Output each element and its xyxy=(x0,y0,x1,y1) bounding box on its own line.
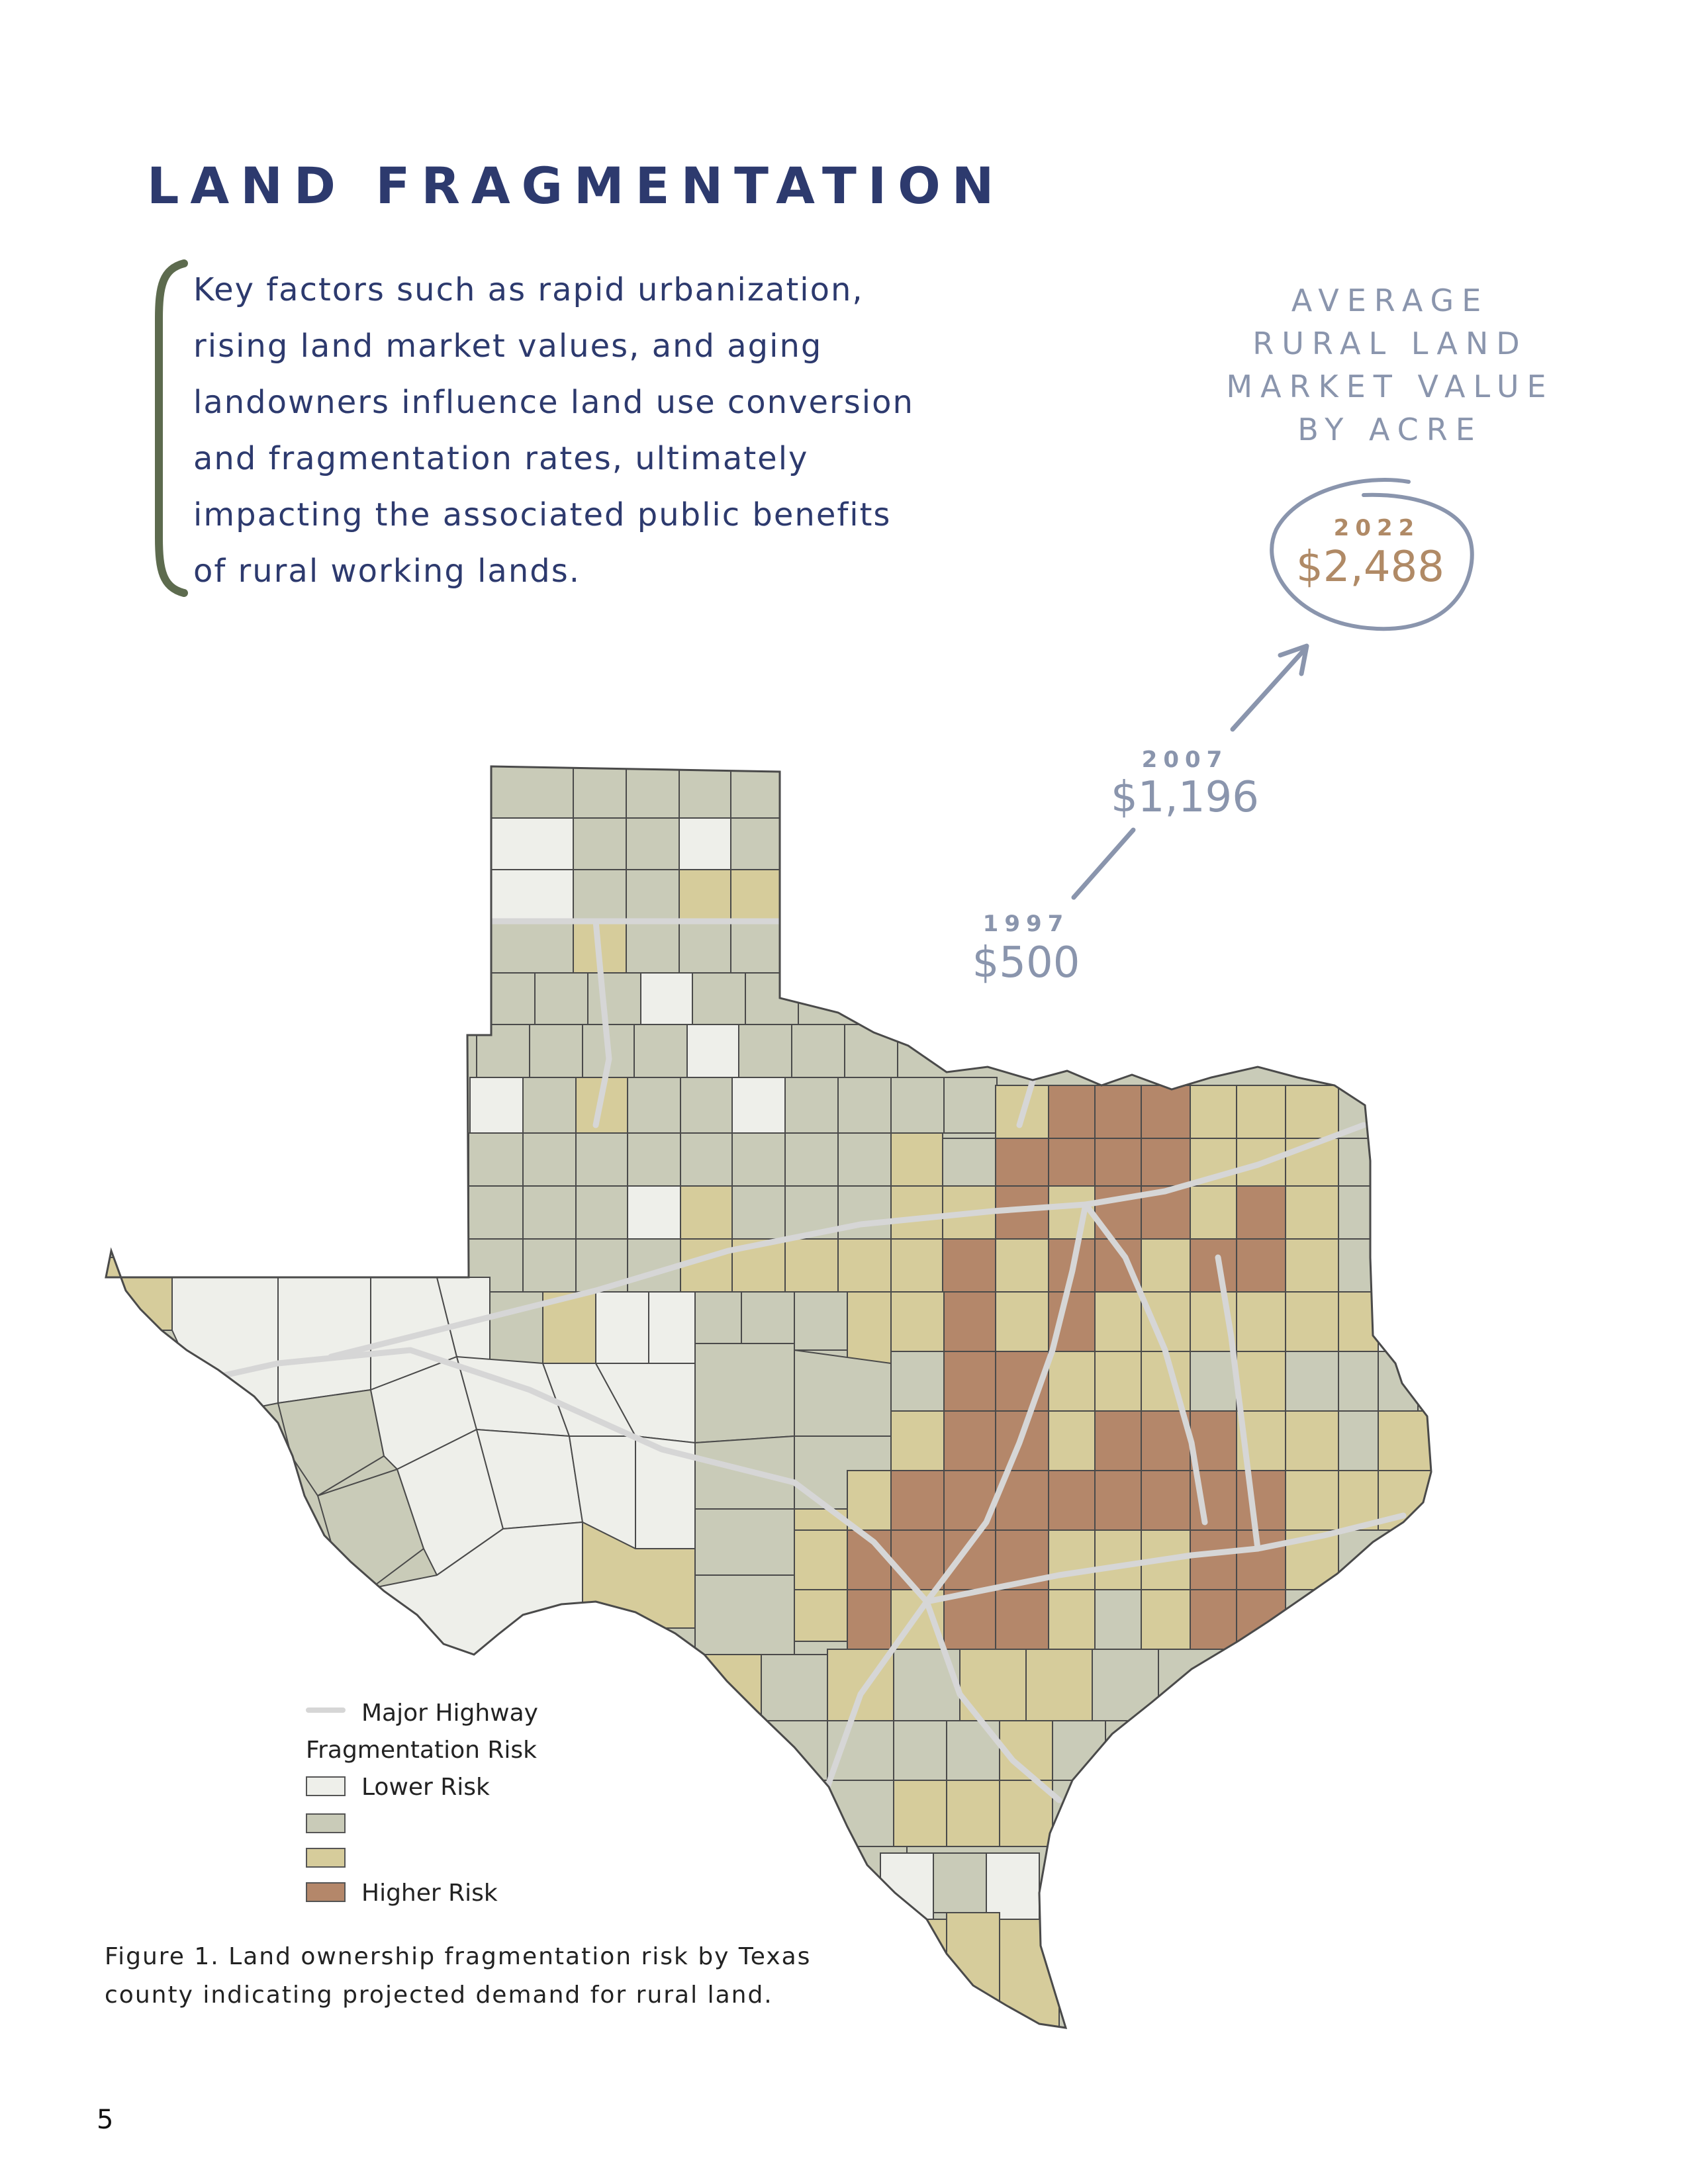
page-number: 5 xyxy=(97,2105,114,2135)
stat-heading-line: RURAL LAND xyxy=(1252,326,1528,361)
legend-item-label: Higher Risk xyxy=(361,1880,498,1907)
legend-item-label: Lower Risk xyxy=(361,1774,490,1801)
caption-line: county indicating projected demand for r… xyxy=(105,1981,773,2009)
legend-heading: Fragmentation Risk xyxy=(306,1737,538,1764)
intro-bracket-decoration xyxy=(155,259,188,597)
legend-highway-label: Major Highway xyxy=(361,1700,538,1727)
page-title: LAND FRAGMENTATION xyxy=(147,156,1006,215)
arrow-2007-2022 xyxy=(1230,646,1308,732)
intro-line: and fragmentation rates, ultimately xyxy=(193,440,809,477)
stat-value-2007: $1,196 xyxy=(1111,773,1259,822)
legend-swatch xyxy=(306,1813,346,1833)
stat-heading-line: AVERAGE xyxy=(1291,283,1489,318)
highway-line-icon xyxy=(306,1707,346,1713)
caption-line: Figure 1. Land ownership fragmentation r… xyxy=(105,1943,812,1970)
intro-line: landowners influence land use conversion xyxy=(193,384,914,421)
stat-heading: AVERAGE RURAL LAND MARKET VALUE BY ACRE xyxy=(1178,279,1602,451)
stat-year-2022: 2022 xyxy=(1333,515,1421,541)
stat-heading-line: MARKET VALUE xyxy=(1226,369,1554,404)
corridor-counties xyxy=(794,1291,1431,1650)
stat-year-1997: 1997 xyxy=(982,911,1070,937)
stat-value-1997: $500 xyxy=(972,938,1080,987)
legend-swatch xyxy=(306,1776,346,1796)
legend-swatch xyxy=(306,1848,346,1868)
stat-value-2022: $2,488 xyxy=(1296,543,1444,592)
state-outline xyxy=(105,765,1432,2029)
intro-line: rising land market values, and aging xyxy=(193,328,823,365)
legend-swatch xyxy=(306,1882,346,1902)
intro-line: impacting the associated public benefits xyxy=(193,496,892,533)
arrowhead-icon xyxy=(1278,643,1309,676)
stat-heading-line: BY ACRE xyxy=(1297,412,1483,447)
intro-line: Key factors such as rapid urbanization, xyxy=(193,271,864,308)
figure-caption: Figure 1. Land ownership fragmentation r… xyxy=(105,1938,872,2015)
intro-paragraph: Key factors such as rapid urbanization, … xyxy=(193,262,1027,600)
circle-highlight xyxy=(1270,478,1474,631)
west-texas-counties xyxy=(106,1257,892,1668)
stat-year-2007: 2007 xyxy=(1141,747,1229,773)
intro-line: of rural working lands. xyxy=(193,553,581,590)
panhandle-counties xyxy=(469,766,998,1134)
major-highways xyxy=(156,918,1407,1830)
arrow-1997-2007 xyxy=(1071,827,1136,900)
